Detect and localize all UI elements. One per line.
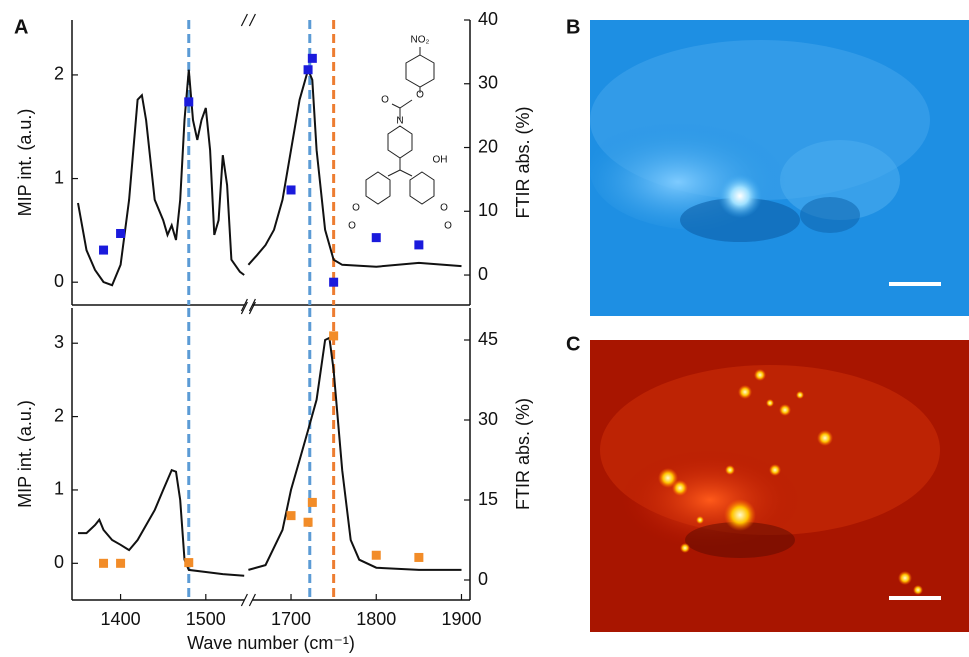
spectrum-line <box>78 336 462 577</box>
y-tick-label: 3 <box>54 332 64 352</box>
data-point <box>307 53 317 63</box>
axis-break <box>248 13 256 27</box>
axis-break <box>248 298 256 312</box>
y-tick-label: 1 <box>54 167 64 187</box>
inset-label: O <box>348 221 356 232</box>
axis-break <box>248 593 256 607</box>
image-b <box>590 20 969 316</box>
y2-tick-label: 30 <box>478 73 498 93</box>
y2-tick-label: 20 <box>478 136 498 156</box>
data-point <box>303 65 313 75</box>
molecule-inset <box>365 47 435 205</box>
y-tick-label: 0 <box>54 552 64 572</box>
inset-label: N <box>396 116 403 127</box>
data-point <box>184 97 194 107</box>
data-point <box>116 558 126 568</box>
y-tick-label: 2 <box>54 405 64 425</box>
y2-tick-label: 15 <box>478 489 498 509</box>
panel-label: B <box>566 16 580 38</box>
panel-label: C <box>566 333 580 355</box>
data-point <box>371 233 381 243</box>
x-tick-label: 1500 <box>186 609 226 629</box>
x-tick-label: 1400 <box>101 609 141 629</box>
y2-tick-label: 40 <box>478 9 498 29</box>
inset-label: NO₂ <box>411 35 430 46</box>
inset-label: OH <box>433 155 448 166</box>
panel-label: A <box>14 16 28 38</box>
axis-break <box>248 301 256 315</box>
axis-break <box>240 298 248 312</box>
y-tick-label: 2 <box>54 64 64 84</box>
data-point <box>329 277 339 287</box>
axis-break <box>240 13 248 27</box>
data-point <box>286 185 296 195</box>
inset-label: O <box>352 203 360 214</box>
data-point <box>307 497 317 507</box>
data-point <box>414 240 424 250</box>
x-axis-title: Wave number (cm⁻¹) <box>187 633 355 653</box>
y2-tick-label: 0 <box>478 569 488 589</box>
data-point <box>414 552 424 562</box>
y-axis-title: MIP int. (a.u.) <box>15 400 35 508</box>
inset-label: O <box>440 203 448 214</box>
x-tick-label: 1700 <box>271 609 311 629</box>
data-point <box>303 517 313 527</box>
data-point <box>329 331 339 341</box>
y2-tick-label: 0 <box>478 264 488 284</box>
axis-break <box>240 593 248 607</box>
data-point <box>371 550 381 560</box>
x-tick-label: 1900 <box>441 609 481 629</box>
image-c <box>590 340 969 632</box>
data-point <box>99 558 109 568</box>
data-point <box>184 558 194 568</box>
y-tick-label: 1 <box>54 479 64 499</box>
y2-axis-title: FTIR abs. (%) <box>513 398 533 510</box>
axis-break <box>240 301 248 315</box>
y2-tick-label: 10 <box>478 200 498 220</box>
data-point <box>286 511 296 521</box>
y-axis-title: MIP int. (a.u.) <box>15 109 35 217</box>
x-tick-label: 1800 <box>356 609 396 629</box>
y2-axis-title: FTIR abs. (%) <box>513 106 533 218</box>
data-point <box>116 228 126 238</box>
inset-label: O <box>381 95 389 106</box>
y-tick-label: 0 <box>54 271 64 291</box>
spectrum-line <box>77 66 462 287</box>
y2-tick-label: 45 <box>478 329 498 349</box>
y2-tick-label: 30 <box>478 409 498 429</box>
inset-label: O <box>416 90 424 101</box>
inset-label: O <box>444 221 452 232</box>
data-point <box>99 245 109 255</box>
